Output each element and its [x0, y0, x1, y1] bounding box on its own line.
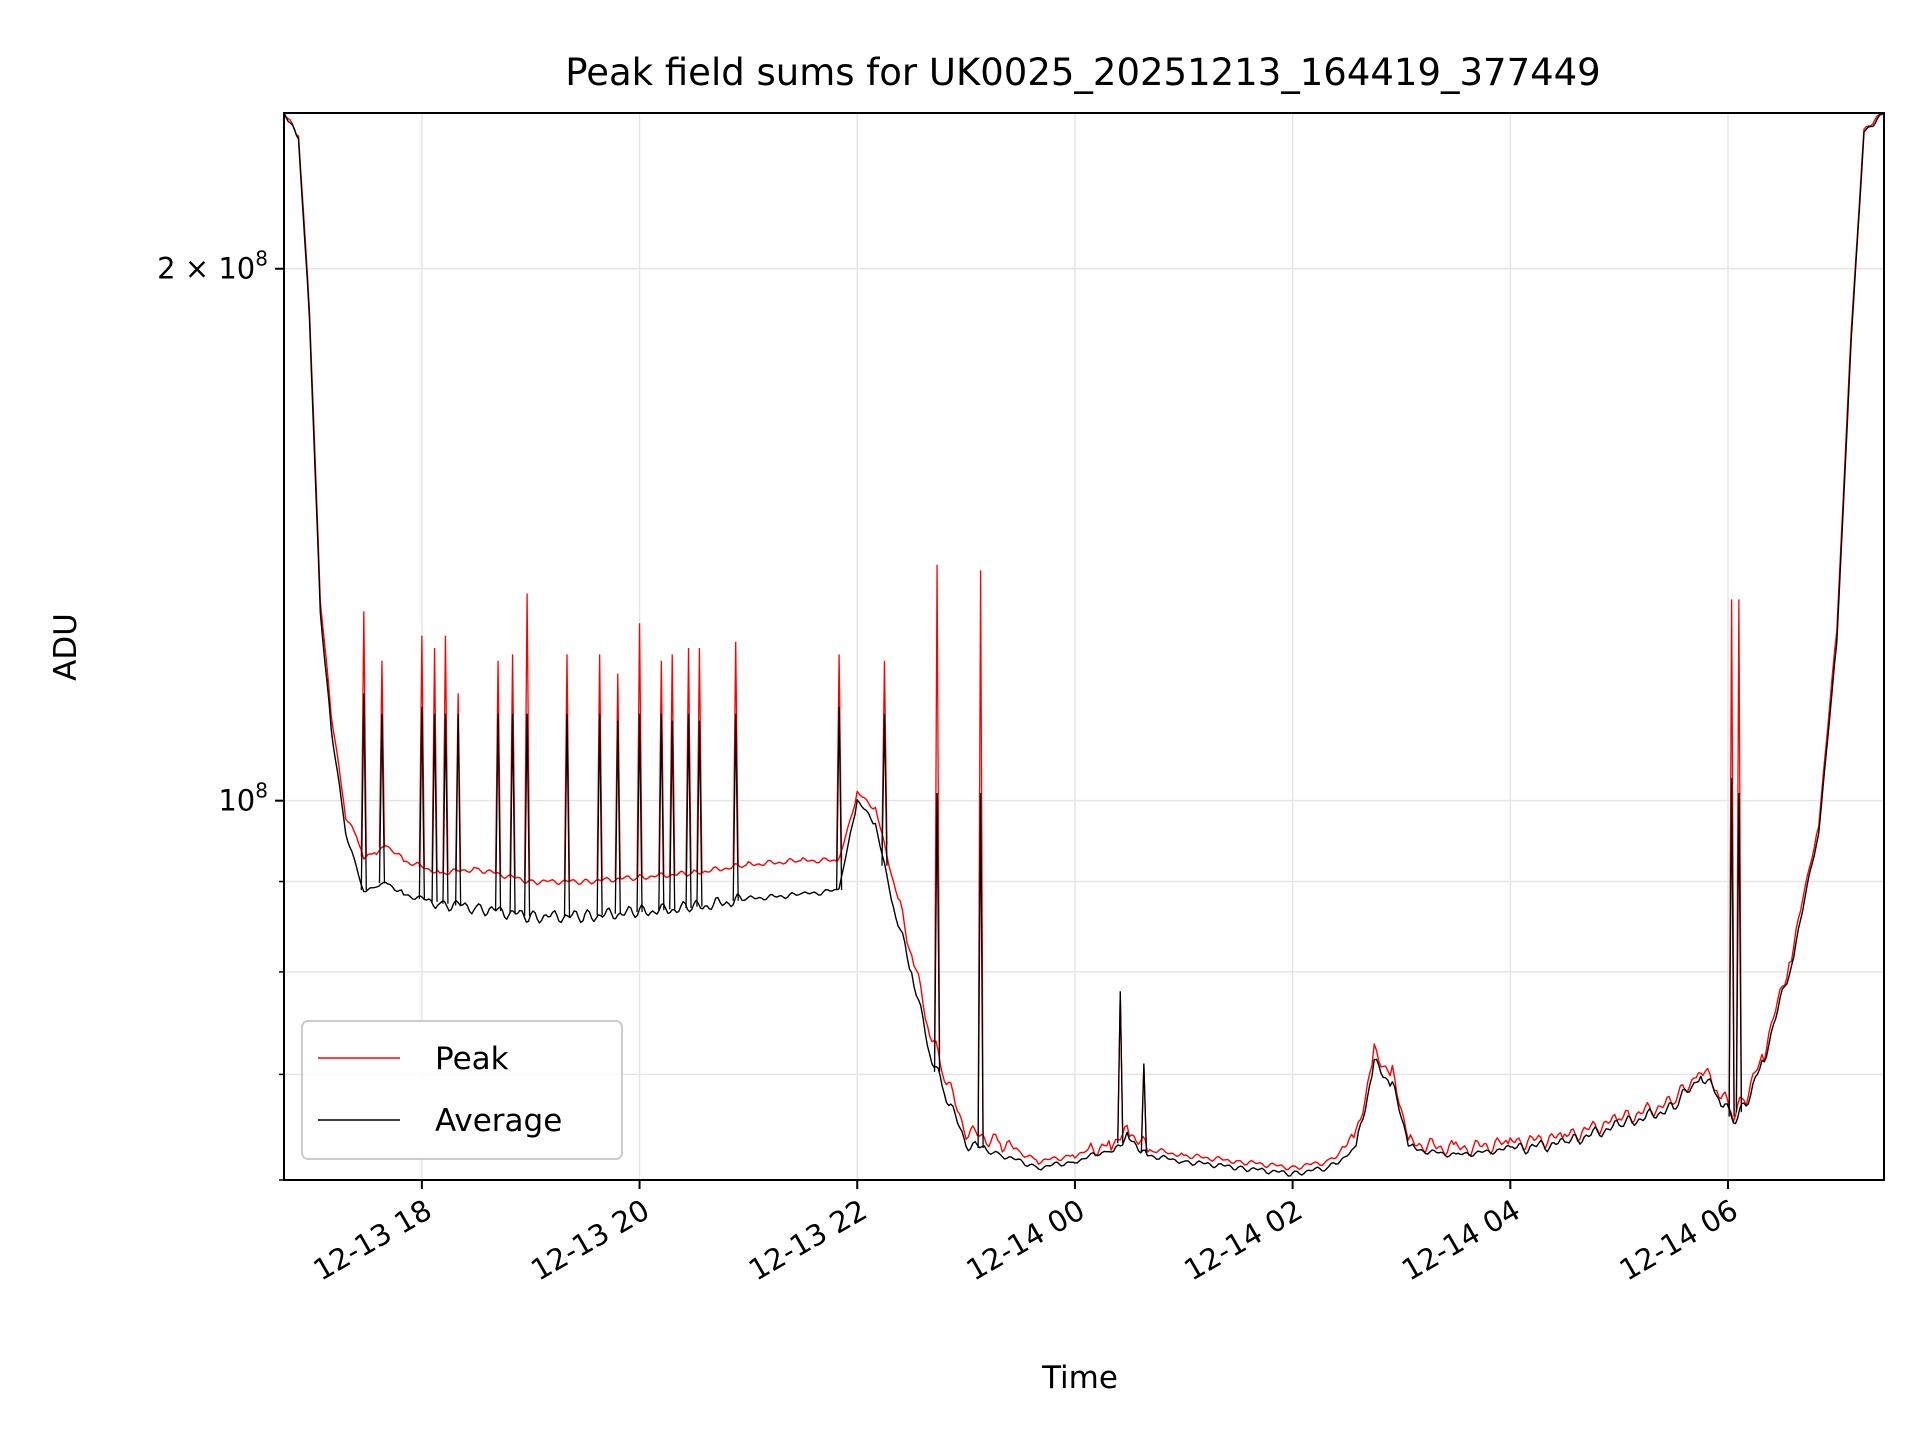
spike-average — [523, 713, 531, 916]
spike-average — [1735, 793, 1743, 1113]
spike-average — [596, 713, 603, 916]
spike-average — [696, 720, 703, 907]
spike-average — [732, 713, 739, 901]
legend-box — [301, 1020, 623, 1160]
y-tick-label: 108 — [218, 779, 268, 818]
spike-average — [1140, 1063, 1148, 1152]
spike-average — [685, 713, 692, 908]
series-average — [284, 113, 1884, 1177]
y-axis-label: ADU — [48, 613, 84, 681]
x-axis-label: Time — [1041, 1360, 1118, 1396]
y-tick-base: 10 — [218, 784, 255, 818]
spike-average — [360, 693, 367, 891]
spike-average — [933, 793, 941, 1072]
spike-average — [418, 706, 426, 899]
legend-label-peak: Peak — [435, 1041, 509, 1077]
y-tick-mantissa: 2 × — [157, 252, 218, 286]
spike-average — [1117, 991, 1124, 1144]
spike-average — [509, 713, 516, 914]
legend-label-average: Average — [435, 1103, 562, 1139]
spike-average — [669, 720, 676, 910]
spike-average — [494, 713, 502, 912]
plot-frame — [283, 112, 1885, 1181]
chart-title: Peak field sums for UK0025_20251213_1644… — [565, 51, 1600, 94]
spike-average — [442, 713, 449, 904]
plot-series — [284, 113, 1884, 1177]
spike-average — [977, 793, 984, 1148]
series-line-average — [284, 113, 1884, 1177]
spike-average — [614, 720, 621, 914]
y-tick-exponent: 8 — [255, 247, 268, 271]
spike-average — [636, 713, 643, 912]
y-tick-label: 2 × 108 — [157, 247, 268, 286]
spike-peak — [523, 593, 531, 881]
y-tick-exponent: 8 — [255, 779, 268, 803]
spike-average — [378, 713, 386, 884]
y-tick-base: 10 — [218, 252, 255, 286]
spike-average — [658, 713, 665, 911]
series-line-peak — [284, 113, 1884, 1171]
grid-lines — [284, 113, 1884, 1181]
spike-average — [431, 713, 438, 902]
spike-peak — [933, 564, 941, 1054]
spike-average — [881, 713, 888, 866]
spike-average — [563, 713, 571, 917]
spike-average — [454, 713, 462, 906]
spike-average — [1728, 777, 1735, 1117]
spike-peak — [636, 623, 643, 878]
spike-average — [835, 706, 843, 891]
legend: Peak Average — [301, 1020, 623, 1160]
